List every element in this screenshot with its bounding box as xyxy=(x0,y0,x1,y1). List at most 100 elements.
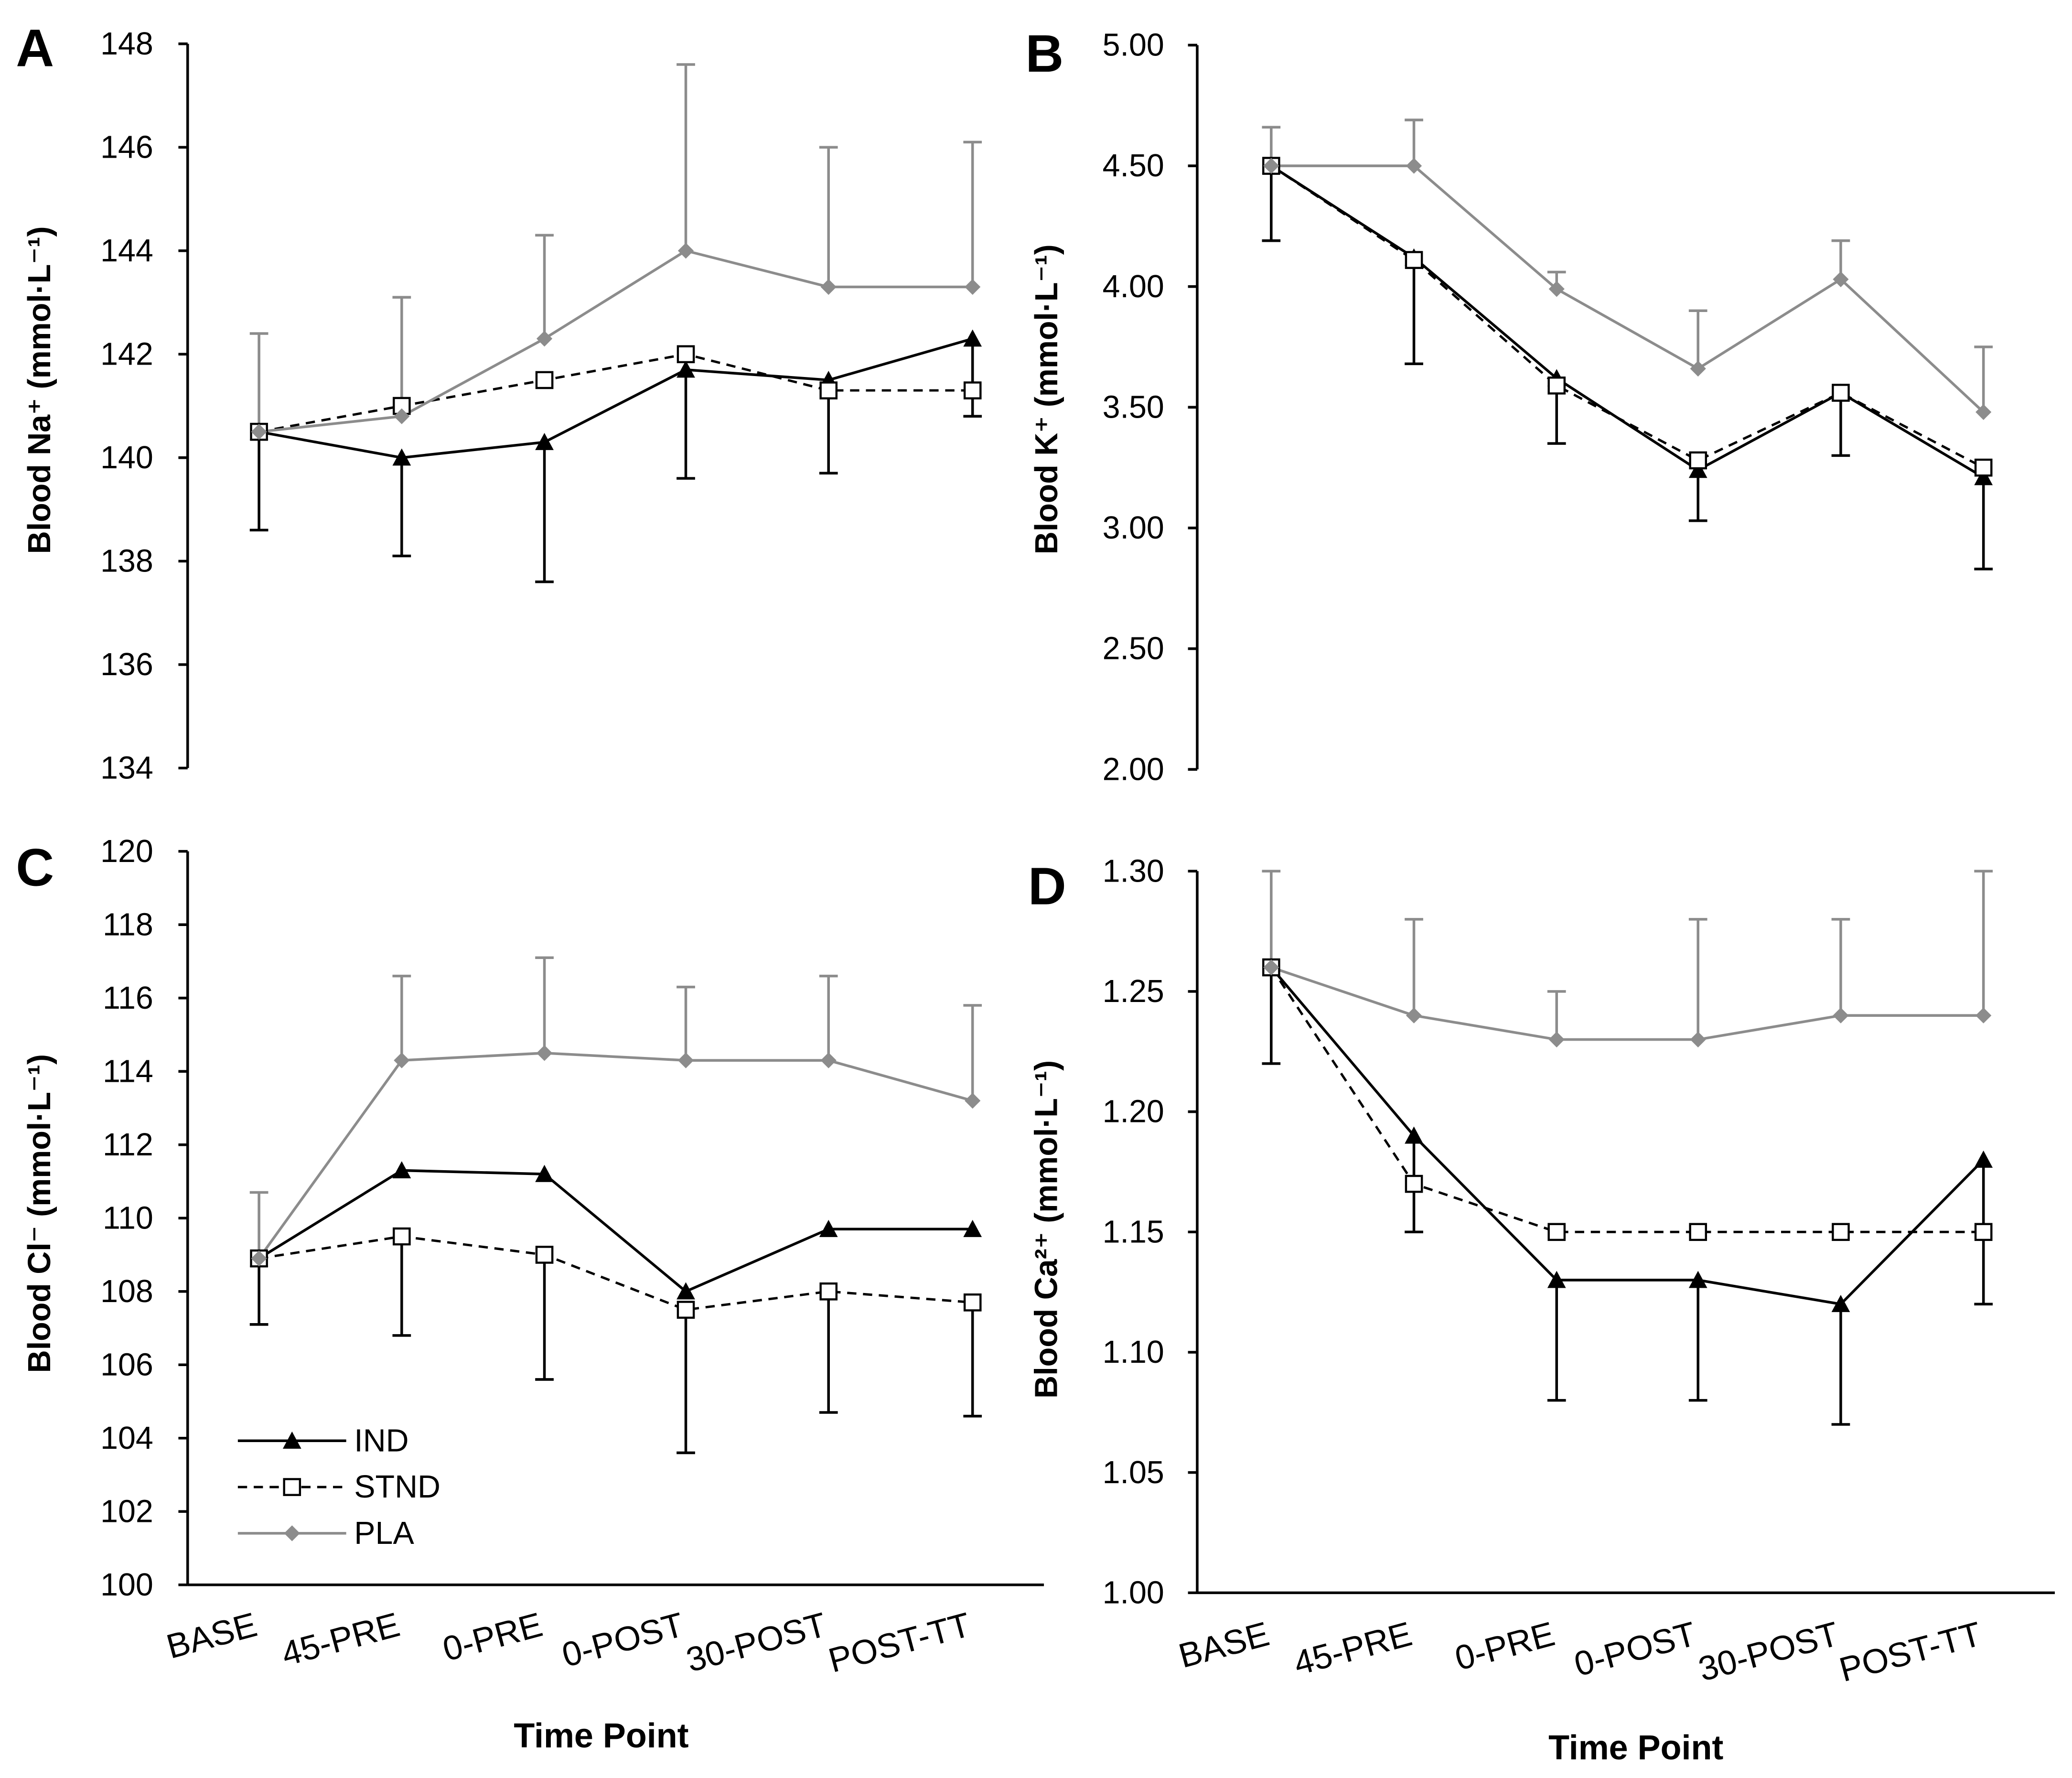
data-point-pla xyxy=(820,279,837,295)
y-tick-label: 116 xyxy=(103,981,153,1016)
y-tick-label: 138 xyxy=(100,543,153,579)
y-tick-label: 1.15 xyxy=(1103,1214,1164,1250)
x-tick-label: 0-PRE xyxy=(1451,1615,1558,1678)
series-lines xyxy=(258,249,973,459)
y-tick-label: 112 xyxy=(103,1127,153,1163)
data-point-ind xyxy=(1831,1294,1850,1312)
series-line-stnd xyxy=(1270,967,1984,1233)
data-point-stnd xyxy=(676,345,695,364)
series-markers xyxy=(1262,958,1993,1312)
series-line-stnd xyxy=(258,1235,973,1311)
y-tick-label: 142 xyxy=(100,336,153,372)
y-tick-label: 1.30 xyxy=(1103,853,1164,889)
error-bars xyxy=(249,956,982,1455)
x-tick-label: BASE xyxy=(1175,1615,1273,1675)
data-point-ind xyxy=(535,1164,554,1182)
y-tick-label: 1.05 xyxy=(1103,1455,1164,1490)
legend-marker-pla xyxy=(284,1525,300,1541)
data-point-pla xyxy=(536,1045,553,1061)
legend-label-pla: PLA xyxy=(354,1516,414,1551)
series-markers xyxy=(249,243,982,466)
panel-a-sodium: A Blood Na⁺ (mmol·L⁻¹) 134 136 138 140 142 144 1… xyxy=(16,19,982,786)
series-lines xyxy=(1270,164,1985,479)
data-point-pla xyxy=(965,279,981,295)
data-point-pla xyxy=(1406,1007,1422,1024)
y-tick-label: 102 xyxy=(100,1494,153,1529)
panel-letter: B xyxy=(1025,24,1063,83)
data-point-stnd xyxy=(819,1282,838,1301)
data-point-ind xyxy=(963,329,982,347)
y-tick-label: 140 xyxy=(100,440,153,475)
series-markers xyxy=(249,1045,982,1319)
y-tick-label: 110 xyxy=(103,1200,153,1236)
data-point-stnd xyxy=(1547,377,1566,395)
data-point-pla xyxy=(1975,404,1992,420)
y-tick-label: 4.50 xyxy=(1103,148,1164,183)
data-point-ind xyxy=(1974,1150,1993,1168)
legend-marker-stnd xyxy=(283,1478,301,1496)
series-lines xyxy=(258,1052,973,1311)
panel-letter: D xyxy=(1028,857,1066,916)
data-point-stnd xyxy=(1974,1223,1993,1241)
data-point-pla xyxy=(394,408,410,424)
data-point-stnd xyxy=(1405,251,1423,269)
data-point-pla xyxy=(394,1052,410,1068)
data-point-stnd xyxy=(1689,1223,1707,1241)
data-point-ind xyxy=(963,1219,982,1237)
x-tick-label: 0-POST xyxy=(1570,1615,1700,1683)
series-line-pla xyxy=(1271,164,1985,413)
data-point-stnd xyxy=(1547,1223,1566,1241)
data-point-pla xyxy=(1690,1031,1706,1048)
legend-marker-ind xyxy=(282,1431,301,1449)
data-point-stnd xyxy=(1832,384,1850,402)
x-tick-label: BASE xyxy=(162,1606,261,1666)
y-tick-label: 1.10 xyxy=(1103,1335,1164,1370)
data-point-stnd xyxy=(676,1301,695,1319)
series-line-ind xyxy=(1270,164,1985,479)
y-axis-title: Blood Na⁺ (mmol·L⁻¹) xyxy=(22,226,57,554)
data-point-pla xyxy=(1833,271,1849,288)
data-point-ind xyxy=(1547,1271,1566,1288)
y-tick-label: 114 xyxy=(103,1054,153,1089)
data-point-ind xyxy=(392,448,411,466)
data-point-ind xyxy=(392,1161,411,1179)
y-tick-label: 1.00 xyxy=(1103,1575,1164,1610)
legend-label-stnd: STND xyxy=(354,1469,440,1505)
data-point-pla xyxy=(1263,959,1279,976)
data-point-pla xyxy=(965,1093,981,1109)
x-tick-label: 30-POST xyxy=(682,1606,830,1680)
series-line-pla xyxy=(258,249,973,433)
data-point-pla xyxy=(1975,1007,1992,1024)
data-point-stnd xyxy=(819,381,838,399)
y-tick-label: 136 xyxy=(100,647,153,682)
y-tick-label: 100 xyxy=(100,1567,153,1603)
y-axis-title: Blood Ca²⁺ (mmol·L⁻¹) xyxy=(1029,1060,1064,1399)
data-point-stnd xyxy=(535,371,554,389)
data-point-stnd xyxy=(535,1246,554,1264)
panel-d-calcium: D Blood Ca²⁺ (mmol·L⁻¹) 1.00 1.05 1.10 1.15 1.… xyxy=(1028,853,2055,1767)
y-tick-label: 148 xyxy=(100,26,153,62)
y-tick-label: 104 xyxy=(100,1421,153,1456)
x-tick-label: 45-PRE xyxy=(278,1606,404,1673)
data-point-stnd xyxy=(1974,458,1993,477)
y-tick-label: 3.50 xyxy=(1103,389,1164,425)
x-axis-title: Time Point xyxy=(1548,1729,1723,1767)
data-point-stnd xyxy=(963,1293,982,1312)
x-tick-label: 45-PRE xyxy=(1290,1615,1416,1682)
error-bars xyxy=(1262,870,1993,1426)
y-tick-label: 1.20 xyxy=(1103,1094,1164,1130)
x-axis-title: Time Point xyxy=(514,1717,688,1755)
data-point-ind xyxy=(819,1219,838,1237)
data-point-stnd xyxy=(1689,451,1707,470)
data-point-pla xyxy=(1690,360,1706,377)
y-tick-label: 106 xyxy=(100,1347,153,1382)
data-point-pla xyxy=(677,243,694,259)
y-axis-title: Blood K⁺ (mmol·L⁻¹) xyxy=(1029,244,1064,554)
y-tick-label: 5.00 xyxy=(1103,28,1164,63)
data-point-ind xyxy=(1405,1126,1423,1144)
data-point-pla xyxy=(1263,158,1279,174)
series-lines xyxy=(1270,966,1985,1306)
data-point-pla xyxy=(1548,1031,1565,1048)
data-point-pla xyxy=(820,1052,837,1068)
